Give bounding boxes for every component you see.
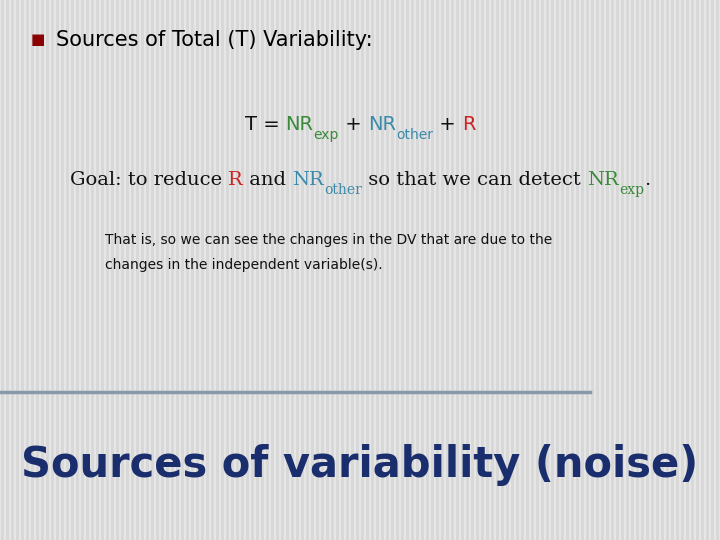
Text: NR: NR: [587, 171, 618, 189]
Text: NR: NR: [286, 116, 314, 134]
Text: T =: T =: [245, 116, 286, 134]
Text: .: .: [644, 171, 650, 189]
Text: and: and: [243, 171, 292, 189]
Text: Sources of Total (T) Variability:: Sources of Total (T) Variability:: [56, 30, 373, 50]
Text: R: R: [228, 171, 243, 189]
Text: changes in the independent variable(s).: changes in the independent variable(s).: [105, 258, 382, 272]
Text: +: +: [433, 116, 462, 134]
Text: ■: ■: [31, 32, 45, 48]
Text: other: other: [396, 128, 433, 142]
Text: exp: exp: [314, 128, 339, 142]
Text: NR: NR: [368, 116, 396, 134]
Text: so that we can detect: so that we can detect: [362, 171, 587, 189]
Text: NR: NR: [292, 171, 324, 189]
Text: R: R: [462, 116, 475, 134]
Text: Goal: to reduce: Goal: to reduce: [70, 171, 228, 189]
Text: That is, so we can see the changes in the DV that are due to the: That is, so we can see the changes in th…: [105, 233, 552, 247]
Text: exp: exp: [618, 183, 644, 197]
Text: +: +: [339, 116, 368, 134]
Text: Sources of variability (noise): Sources of variability (noise): [22, 444, 698, 486]
Text: other: other: [324, 183, 362, 197]
